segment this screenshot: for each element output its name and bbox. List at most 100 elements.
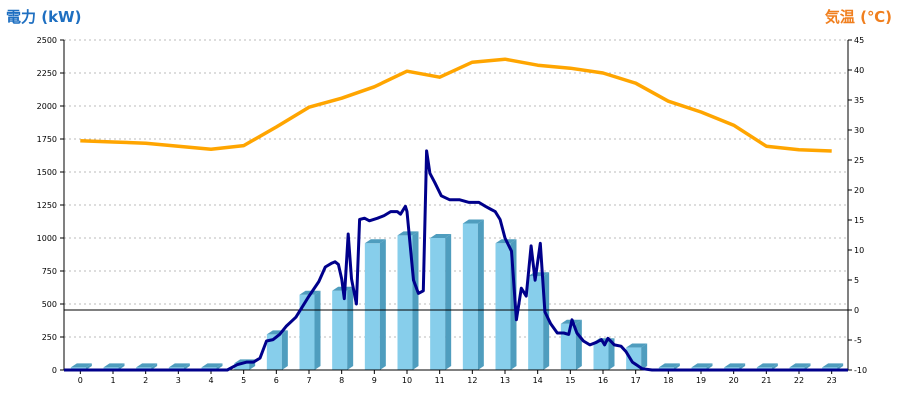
x-tick-label: 18 (663, 376, 673, 385)
x-tick-label: 11 (435, 376, 445, 385)
power-line (64, 149, 848, 372)
x-tick-label: 2 (143, 376, 148, 385)
bar-side (85, 363, 92, 370)
grid-lines (64, 39, 848, 338)
bar-side (216, 363, 223, 370)
bar-front (560, 323, 576, 370)
right-tick-label: 45 (854, 36, 864, 45)
bar-side (445, 234, 452, 370)
power-bar (397, 231, 419, 370)
power-bar (364, 239, 386, 370)
bar-front (397, 235, 413, 370)
bar-side (314, 290, 321, 370)
bar-top (136, 363, 158, 368)
x-tick-label: 20 (729, 376, 739, 385)
bar-side (151, 363, 158, 370)
power-bar (495, 239, 517, 370)
right-tick-label: 5 (854, 276, 859, 285)
x-tick-label: 21 (761, 376, 771, 385)
right-tick-label: 15 (854, 216, 864, 225)
bar-side (673, 363, 680, 370)
left-tick-label: 750 (42, 267, 57, 276)
bar-front (364, 243, 380, 370)
x-tick-label: 8 (339, 376, 344, 385)
data-lines (64, 57, 848, 372)
x-tick-label: 16 (598, 376, 608, 385)
x-tick-label: 23 (827, 376, 837, 385)
bar-side (412, 231, 419, 370)
right-tick-label: 20 (854, 186, 864, 195)
x-tick-label: 10 (402, 376, 412, 385)
x-tick-label: 6 (274, 376, 279, 385)
left-tick-label: 0 (52, 366, 57, 375)
bar-front (266, 334, 282, 370)
bar-top (462, 219, 484, 224)
bar-top (70, 363, 92, 368)
left-axis-title: 電力 (kW) (6, 8, 82, 26)
bar-side (477, 219, 484, 370)
bar-front (430, 238, 446, 370)
x-tick-label: 4 (208, 376, 213, 385)
power-bar (462, 219, 484, 370)
x-tick-label: 1 (110, 376, 115, 385)
bar-top (103, 363, 125, 368)
left-tick-label: 2250 (37, 69, 57, 78)
left-tick-label: 250 (42, 333, 57, 342)
bar-side (804, 363, 811, 370)
left-tick-label: 1500 (37, 168, 57, 177)
right-axis-title: 気温 (℃) (824, 8, 892, 26)
bar-front (299, 294, 315, 370)
bar-top (626, 343, 648, 348)
bar-top (364, 239, 386, 244)
x-tick-label: 14 (533, 376, 543, 385)
left-tick-label: 1250 (37, 201, 57, 210)
bar-side (281, 330, 288, 370)
power-bar (266, 330, 288, 370)
bar-side (608, 338, 615, 370)
bar-front (332, 290, 348, 370)
left-tick-label: 1000 (37, 234, 57, 243)
right-tick-label: 25 (854, 156, 864, 165)
x-tick-label: 0 (78, 376, 83, 385)
x-tick-label: 3 (176, 376, 181, 385)
bar-front (462, 223, 478, 370)
left-tick-label: 2500 (37, 36, 57, 45)
x-tick-label: 12 (467, 376, 477, 385)
x-tick-label: 15 (565, 376, 575, 385)
left-tick-label: 2000 (37, 102, 57, 111)
x-tick-label: 5 (241, 376, 246, 385)
bar-side (739, 363, 746, 370)
left-tick-label: 1750 (37, 135, 57, 144)
x-tick-label: 9 (372, 376, 377, 385)
bar-top (756, 363, 778, 368)
power-bar (528, 272, 550, 370)
x-tick-label: 7 (306, 376, 311, 385)
right-tick-label: 35 (854, 96, 864, 105)
right-tick-label: 0 (854, 306, 859, 315)
bar-side (347, 286, 354, 370)
bar-top (201, 363, 223, 368)
bar-side (118, 363, 125, 370)
right-tick-label: 10 (854, 246, 864, 255)
bar-top (658, 363, 680, 368)
power-bars (70, 219, 844, 370)
right-tick-label: 30 (854, 126, 864, 135)
x-tick-label: 17 (631, 376, 641, 385)
right-tick-label: -10 (854, 366, 867, 375)
right-tick-label: -5 (854, 336, 862, 345)
temperature-line (80, 57, 832, 153)
bar-top (724, 363, 746, 368)
bar-side (575, 319, 582, 370)
bar-side (379, 239, 386, 370)
right-tick-label: 40 (854, 66, 864, 75)
bar-front (234, 363, 250, 370)
power-bar (299, 290, 321, 370)
bar-front (593, 342, 609, 370)
bar-side (641, 343, 648, 370)
power-bar (332, 286, 354, 370)
tick-labels: 0 250 5 0 0 750 1000 1250 1500 1750 2000 2250 2500 -1… (37, 36, 867, 385)
power-bar (430, 234, 452, 370)
bar-top (430, 234, 452, 238)
bar-side (706, 363, 713, 370)
